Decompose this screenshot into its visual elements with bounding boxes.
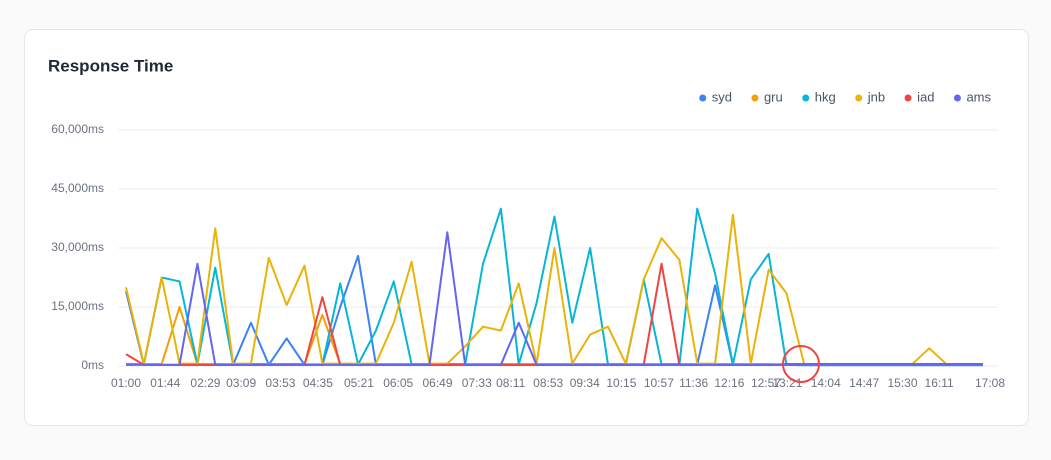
legend-label: jnb bbox=[867, 89, 885, 104]
x-tick-label: 06:05 bbox=[383, 376, 413, 390]
legend-label: iad bbox=[917, 89, 934, 104]
x-tick-label: 01:00 bbox=[111, 376, 141, 390]
legend-marker bbox=[802, 94, 810, 102]
legend-marker bbox=[953, 94, 961, 102]
y-tick-label: 30,000ms bbox=[51, 240, 104, 254]
legend-label: hkg bbox=[815, 89, 836, 104]
x-tick-label: 08:11 bbox=[496, 376, 525, 390]
y-tick-label: 15,000ms bbox=[51, 299, 104, 313]
x-tick-label: 12:16 bbox=[714, 376, 744, 390]
legend-label: gru bbox=[764, 89, 783, 104]
x-tick-label: 16:11 bbox=[925, 376, 954, 390]
legend-label: ams bbox=[966, 89, 991, 104]
highlight-circle bbox=[782, 345, 820, 383]
x-tick-label: 15:30 bbox=[888, 376, 918, 390]
card bbox=[24, 29, 1029, 426]
x-tick-label: 14:04 bbox=[811, 376, 841, 390]
x-tick-label: 17:08 bbox=[975, 376, 1005, 390]
x-tick-label: 13:21 bbox=[772, 376, 802, 390]
x-tick-label: 03:09 bbox=[226, 376, 256, 390]
legend-marker bbox=[855, 94, 863, 102]
x-tick-label: 05:21 bbox=[344, 376, 374, 390]
x-tick-label: 06:49 bbox=[422, 376, 452, 390]
x-tick-label: 03:53 bbox=[265, 376, 295, 390]
x-tick-label: 08:53 bbox=[533, 376, 563, 390]
x-tick-label: 01:44 bbox=[150, 376, 180, 390]
x-tick-label: 14:47 bbox=[849, 376, 879, 390]
x-tick-label: 02:29 bbox=[190, 376, 220, 390]
y-tick-label: 0ms bbox=[81, 358, 104, 372]
legend-marker bbox=[904, 94, 912, 102]
legend-label: syd bbox=[712, 89, 732, 104]
x-tick-label: 09:34 bbox=[570, 376, 600, 390]
plot-area: 0ms 15,000ms 30,000ms 45,000ms 60,000ms 01:00… bbox=[51, 122, 1005, 390]
chart-title: Response Time bbox=[48, 56, 173, 75]
x-tick-label: 04:35 bbox=[303, 376, 333, 390]
x-tick-label: 07:33 bbox=[462, 376, 492, 390]
x-tick-label: 12:57 bbox=[751, 376, 781, 390]
legend-marker bbox=[751, 94, 759, 102]
x-tick-label: 10:57 bbox=[644, 376, 674, 390]
y-tick-label: 60,000ms bbox=[51, 122, 104, 136]
y-tick-label: 45,000ms bbox=[51, 181, 104, 195]
legend-marker bbox=[699, 94, 707, 102]
x-tick-label: 11:36 bbox=[679, 376, 708, 390]
x-tick-label: 10:15 bbox=[606, 376, 636, 390]
series-line bbox=[126, 231, 983, 366]
